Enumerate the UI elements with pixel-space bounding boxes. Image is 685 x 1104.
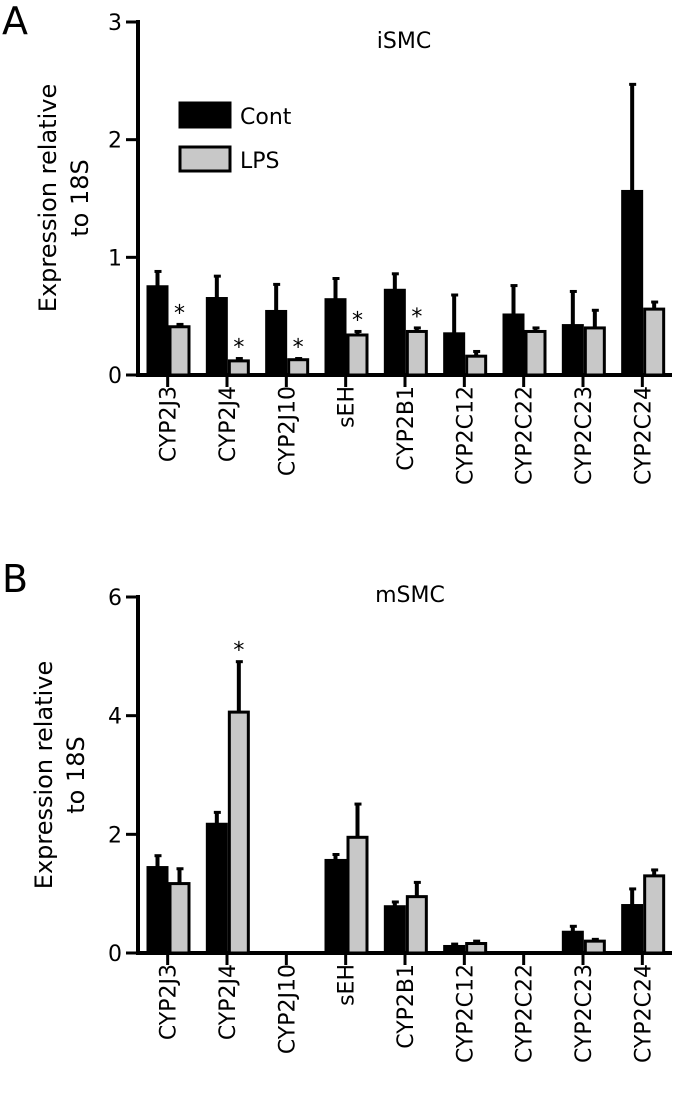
bar-cont — [443, 944, 466, 955]
y-tick-label: 0 — [108, 364, 122, 389]
panel-letter: B — [2, 557, 28, 601]
bar-lps — [287, 358, 310, 377]
bar-cont — [146, 285, 169, 377]
chart-title: mSMC — [375, 583, 445, 608]
bar-lps — [583, 326, 606, 377]
y-tick-label: 0 — [108, 942, 122, 967]
legend-label-lps: LPS — [240, 149, 280, 174]
x-category-label: CYP2J10 — [275, 386, 300, 476]
x-category-label: CYP2J10 — [275, 964, 300, 1054]
y-axis-label-line2: to 18S — [66, 159, 94, 237]
bar-lps — [168, 882, 191, 955]
x-category-label: CYP2J4 — [216, 964, 241, 1040]
x-category-label: CYP2C23 — [572, 964, 597, 1063]
bar-cont — [383, 288, 406, 377]
bar-lps — [465, 354, 488, 377]
significance-star: * — [411, 305, 422, 330]
y-tick-label: 4 — [108, 705, 122, 730]
bar-lps — [524, 329, 547, 377]
bar-lps — [643, 307, 666, 377]
bar-cont — [383, 905, 406, 955]
bar-lps — [405, 895, 428, 955]
x-category-label: CYP2C12 — [453, 964, 478, 1063]
bar-cont — [324, 298, 347, 377]
panel-letter: A — [2, 0, 28, 43]
y-tick-label: 1 — [108, 246, 122, 271]
bar-cont — [265, 309, 288, 377]
significance-star: * — [174, 301, 185, 326]
bar-cont — [205, 822, 228, 955]
bar-lps — [346, 333, 369, 377]
bar-cont — [146, 866, 169, 955]
significance-star: * — [233, 336, 244, 361]
bar-lps — [168, 325, 191, 377]
bar-cont — [561, 324, 584, 377]
x-category-label: CYP2C12 — [453, 386, 478, 485]
x-category-label: sEH — [335, 386, 360, 428]
x-category-label: CYP2C22 — [513, 386, 538, 485]
y-tick-label: 2 — [108, 823, 122, 848]
y-axis-label-line2: to 18S — [62, 736, 90, 814]
bar-cont — [502, 313, 525, 377]
y-axis-label: Expression relative — [34, 84, 62, 312]
significance-star: * — [233, 639, 244, 664]
x-category-label: CYP2B1 — [394, 386, 419, 471]
legend-swatch-cont — [178, 101, 232, 129]
x-category-label: CYP2J4 — [216, 386, 241, 462]
bar-lps — [346, 835, 369, 955]
significance-star: * — [352, 308, 363, 333]
bar-cont — [324, 858, 347, 955]
bar-lps — [227, 710, 250, 955]
legend-label-cont: Cont — [240, 105, 292, 130]
y-tick-label: 2 — [108, 129, 122, 154]
bar-cont — [561, 930, 584, 955]
bar-cont — [621, 904, 644, 955]
x-category-label: CYP2J3 — [157, 386, 182, 462]
chart-title: iSMC — [377, 29, 431, 54]
bar-cont — [621, 189, 644, 377]
legend-swatch-lps — [178, 145, 232, 173]
bar-lps — [643, 874, 666, 955]
y-tick-label: 6 — [108, 586, 122, 611]
x-category-label: CYP2C24 — [631, 964, 656, 1063]
bar-cont — [443, 332, 466, 377]
bar-lps — [227, 359, 250, 377]
bar-cont — [205, 297, 228, 377]
y-axis-label: Expression relative — [30, 661, 58, 889]
x-category-label: CYP2C23 — [572, 386, 597, 485]
x-category-label: CYP2C22 — [513, 964, 538, 1063]
bar-lps — [583, 939, 606, 955]
x-category-label: CYP2B1 — [394, 964, 419, 1049]
y-tick-label: 3 — [108, 11, 122, 36]
legend: Cont LPS — [178, 101, 292, 174]
x-category-label: CYP2J3 — [157, 964, 182, 1040]
bar-lps — [405, 329, 428, 377]
x-category-label: CYP2C24 — [631, 386, 656, 485]
bar-lps — [465, 942, 488, 955]
significance-star: * — [293, 336, 304, 361]
x-category-label: sEH — [335, 964, 360, 1006]
